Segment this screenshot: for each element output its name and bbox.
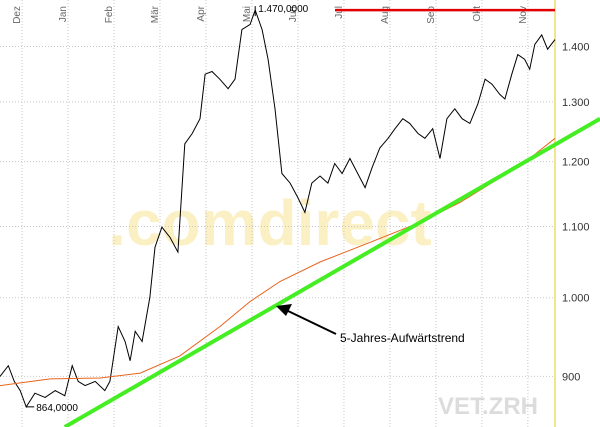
arrow-shaft	[285, 309, 337, 335]
y-tick-label: 1.400	[562, 42, 590, 54]
x-tick-label: Feb	[104, 6, 115, 24]
watermark: .comdirect	[108, 187, 432, 259]
symbol: VET.ZRH	[438, 393, 538, 420]
min-label: 864,0000	[36, 403, 78, 414]
y-tick-label: 1.300	[562, 97, 590, 109]
x-tick-label: Dez	[12, 6, 23, 24]
x-tick-label: Nov	[518, 6, 529, 24]
x-tick-label: Jul	[334, 6, 345, 19]
x-tick-label: Mär	[150, 5, 161, 23]
max-label: 1.470,0000	[258, 4, 308, 15]
trend-label: 5-Jahres-Aufwärtstrend	[340, 331, 465, 345]
x-tick-label: Okt	[472, 6, 483, 22]
arrow-head	[276, 304, 292, 316]
x-tick-label: Mai	[242, 6, 253, 22]
x-tick-label: Aug	[380, 6, 391, 24]
line-series	[63, 116, 600, 427]
y-tick-label: 1.000	[562, 293, 590, 305]
y-tick-label: 900	[562, 371, 580, 383]
x-tick-label: Sep	[426, 6, 437, 24]
x-tick-label: Jun	[288, 6, 299, 22]
x-tick-label: Apr	[196, 5, 207, 21]
y-tick-label: 1.100	[562, 222, 590, 234]
x-tick-label: Jan	[58, 6, 69, 22]
line-series	[0, 8, 556, 409]
y-tick-label: 1.200	[562, 157, 590, 169]
